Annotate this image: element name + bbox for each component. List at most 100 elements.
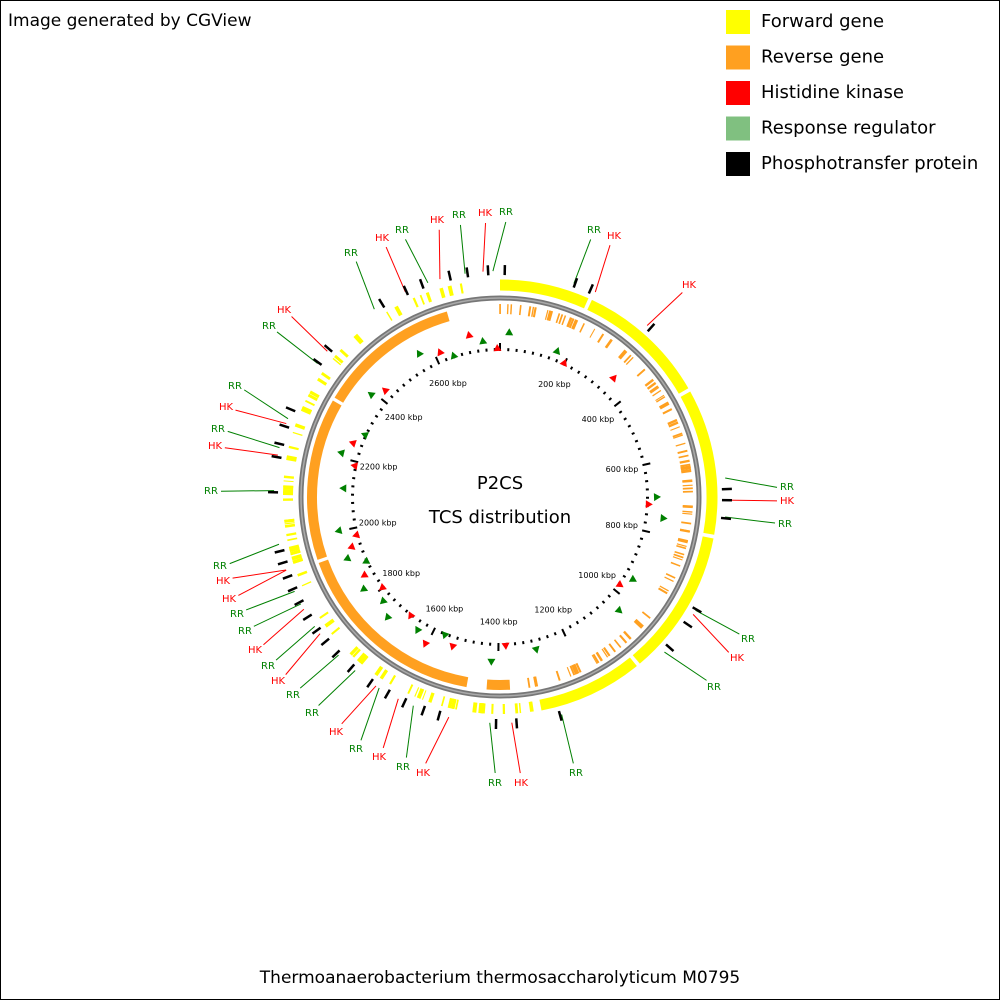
ruler-tick — [602, 391, 607, 395]
reverse-gene — [680, 463, 691, 468]
tcs-tick — [400, 697, 408, 708]
ruler-tick — [380, 398, 389, 405]
ruler-tick — [577, 370, 581, 375]
ruler-tick — [430, 627, 436, 636]
tcs-marker — [343, 553, 352, 562]
reverse-gene — [555, 670, 561, 681]
reverse-gene — [646, 381, 657, 390]
forward-gene — [320, 371, 331, 381]
reverse-gene — [527, 677, 531, 688]
ruler-tick — [415, 373, 419, 377]
forward-gene — [358, 654, 367, 663]
reverse-gene — [673, 553, 684, 559]
feature-leader — [664, 651, 707, 681]
reverse-gene — [608, 643, 616, 653]
tcs-tick — [311, 626, 322, 635]
feature-leader — [561, 714, 574, 764]
reverse-gene — [575, 662, 582, 673]
ruler-tick — [349, 526, 358, 530]
ruler-tick — [637, 447, 642, 451]
ruler-tick — [422, 368, 426, 373]
reverse-gene — [605, 339, 613, 349]
reverse-gene — [561, 315, 567, 326]
feature-label: RR — [396, 762, 410, 773]
tcs-marker — [645, 500, 653, 509]
reverse-gene — [633, 620, 643, 629]
ruler-tick — [368, 564, 372, 569]
forward-gene — [472, 702, 478, 713]
tcs-marker — [360, 584, 369, 592]
ruler-tick — [595, 605, 600, 610]
reverse-gene — [532, 307, 537, 318]
forward-gene — [407, 684, 414, 695]
reverse-gene — [675, 442, 686, 447]
ruler-tick — [434, 356, 441, 365]
tcs-tick — [402, 285, 410, 296]
reverse-gene — [662, 408, 673, 415]
ruler-tick — [555, 359, 559, 363]
ruler-label: 1600 kbp — [426, 604, 464, 613]
reverse-gene — [558, 314, 564, 325]
feature-leader — [425, 716, 450, 764]
reverse-gene — [682, 479, 693, 482]
ruler-tick — [607, 594, 612, 598]
reverse-gene — [568, 318, 575, 329]
ruler-label: 800 kbp — [605, 521, 638, 530]
tcs-marker — [384, 612, 393, 621]
ruler-tick — [523, 349, 527, 354]
feature-leader — [276, 331, 318, 364]
reverse-gene — [668, 421, 679, 428]
feature-label: RR — [261, 661, 275, 672]
legend-label: Reverse gene — [761, 47, 884, 68]
tcs-marker — [379, 596, 388, 605]
reverse-gene — [613, 639, 622, 649]
forward-gene — [481, 703, 486, 714]
ruler-tick — [642, 462, 651, 467]
forward-gene — [349, 646, 359, 656]
ruler-label: 2000 kbp — [359, 518, 397, 527]
reverse-gene-band — [307, 400, 342, 560]
feature-label: RR — [452, 210, 466, 221]
tcs-tick — [665, 643, 675, 652]
forward-gene — [290, 549, 301, 556]
feature-label: HK — [730, 653, 745, 664]
feature-leader — [725, 516, 776, 524]
tcs-marker — [437, 348, 445, 357]
reverse-gene — [533, 676, 538, 687]
tcs-marker — [505, 328, 514, 336]
forward-gene — [352, 648, 361, 658]
reverse-gene — [682, 480, 693, 483]
tcs-tick — [378, 298, 386, 309]
ruler-tick — [545, 634, 549, 639]
forward-gene — [284, 522, 295, 525]
tcs-tick — [646, 322, 656, 333]
ruler-tick — [623, 417, 627, 421]
reverse-gene — [623, 354, 632, 364]
feature-leader — [482, 222, 487, 272]
reverse-gene — [664, 576, 674, 583]
feature-leader — [360, 687, 380, 741]
footer: Thermoanaerobacterium thermosaccharolyti… — [259, 968, 740, 988]
forward-gene — [292, 431, 303, 436]
ruler-tick — [359, 444, 364, 448]
tcs-tick — [515, 718, 519, 729]
forward-gene — [301, 581, 312, 587]
tcs-marker — [501, 642, 510, 650]
ruler-tick — [408, 378, 412, 382]
tcs-marker — [408, 611, 416, 620]
legend-swatch — [726, 45, 750, 70]
tcs-tick — [331, 649, 341, 659]
reverse-gene — [548, 311, 554, 322]
feature-label: RR — [204, 486, 218, 497]
legend-label: Response regulator — [761, 118, 936, 139]
reverse-gene — [572, 319, 579, 330]
tcs-marker — [415, 625, 423, 634]
reverse-gene — [672, 556, 683, 561]
ruler-tick — [361, 549, 365, 553]
tcs-tick — [277, 560, 288, 566]
ruler-tick — [357, 452, 361, 456]
legend-label: Histidine kinase — [761, 82, 904, 103]
ruler-tick — [582, 616, 587, 620]
